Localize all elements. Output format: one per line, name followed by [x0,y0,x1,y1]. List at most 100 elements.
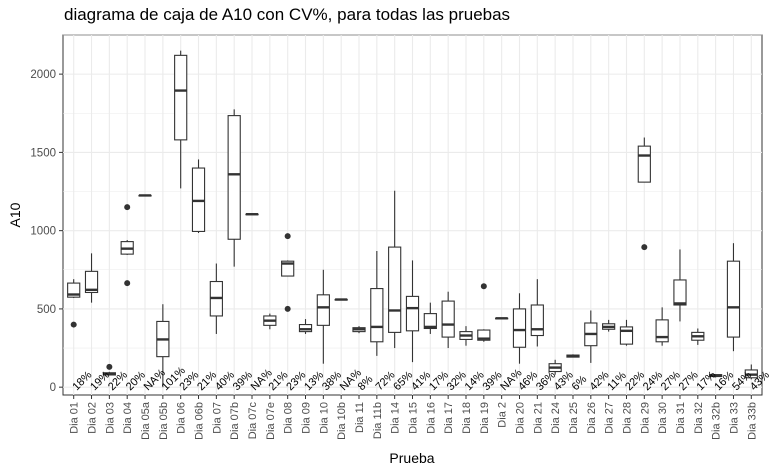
box-dia-09 [298,319,313,334]
box-iqr [619,326,634,345]
box-dia-26 [584,310,598,363]
box-iqr [441,300,455,338]
x-tick-label: Dia 17 [443,402,455,434]
x-tick-label: Dia 07b [229,402,241,440]
box-dia-02 [84,253,99,303]
x-tick-label: Dia 33 [728,402,740,434]
box-dia-31 [673,249,687,322]
box-dia-32 [691,328,705,345]
box-dia-07e [263,313,277,330]
box-iqr [637,145,651,183]
box-dia-04 [120,204,134,287]
x-tick-label: Dia 02 [87,402,99,434]
box-iqr [227,115,241,240]
box-dia-14 [388,190,402,349]
x-tick-label: Dia 10b [336,402,348,440]
box-dia-32b [709,374,723,378]
x-tick-label: Dia 03 [104,402,116,434]
box-iqr [84,270,99,294]
box-dia-29 [637,137,651,251]
axis-layer: 0 500 1000 1500 2000 Dia 01 Dia 02 Dia 03 Dia 04… [30,69,758,440]
x-tick-label: Dia 09 [301,402,313,434]
x-tick-label: Dia 24 [550,402,562,434]
box-iqr [405,295,420,332]
outlier-point [106,363,113,370]
x-tick-label: Dia 21 [532,402,544,434]
box-dia-17 [441,291,455,349]
box-dia-11b [370,251,384,356]
box-dia-05b [156,304,170,388]
box-dia-33b [744,364,758,380]
outlier-point [124,204,131,211]
x-tick-label: Dia 32 [693,402,705,434]
box-iqr [655,319,669,343]
box-dia-11 [352,326,366,334]
box-dia-21 [530,279,544,347]
x-tick-label: Dia 25 [568,402,580,434]
x-tick-label: Dia 15 [408,402,420,434]
box-dia-27 [602,319,616,332]
x-tick-label: Dia 31 [675,402,687,434]
box-dia-24 [548,359,562,375]
box-iqr [281,260,295,277]
chart-title: diagrama de caja de A10 con CV%, para to… [64,5,511,24]
x-tick-label: Dia 14 [390,402,402,434]
box-dia-25 [566,354,580,358]
box-dia-07 [209,263,223,334]
box-dia-08 [281,233,295,312]
x-tick-label: Dia 27 [604,402,616,434]
x-tick-label: Dia 16 [425,402,437,434]
y-axis-title: A10 [7,202,23,227]
box-dia-10 [316,269,330,364]
x-tick-label: Dia 08 [283,402,295,434]
outlier-point [284,305,291,312]
x-tick-label: Dia 30 [657,402,669,434]
box-dia-15 [405,260,420,363]
outlier-point [284,233,291,240]
box-layer [67,50,758,388]
y-tick-label: 2000 [30,69,56,81]
x-axis-title: Prueba [389,450,434,466]
x-tick-label: Dia 05a [140,401,152,440]
box-dia-18 [459,326,473,346]
x-tick-label: Dia 07c [247,402,259,440]
x-tick-label: Dia 11b [372,402,384,439]
outlier-point [124,280,131,287]
x-tick-label: Dia 29 [639,402,651,434]
box-dia-03 [102,363,116,376]
x-tick-label: Dia 04 [122,402,134,434]
box-dia-07b [227,109,241,267]
outlier-point [641,244,648,251]
box-dia-01 [67,279,81,328]
x-tick-label: Dia 05b [158,402,170,440]
box-iqr [174,54,188,141]
x-tick-label: Dia 19 [479,402,491,434]
outlier-point [70,321,77,328]
outlier-point [480,283,487,290]
box-iqr [423,313,437,330]
x-tick-label: Dia 2 [497,402,509,428]
x-tick-label: Dia 07 [211,402,223,434]
y-tick-label: 1000 [30,226,56,238]
x-tick-label: Dia 06 [176,402,188,434]
box-iqr [477,329,491,341]
x-tick-label: Dia 32b [711,402,723,440]
x-tick-label: Dia 07e [265,402,277,440]
box-iqr [673,279,687,306]
box-iqr [530,304,544,337]
box-iqr [726,260,741,338]
box-dia-30 [655,307,669,346]
box-dia-07c [245,213,259,216]
x-tick-label: Dia 18 [461,402,473,434]
x-tick-label: Dia 10 [318,402,330,434]
box-iqr [370,288,384,343]
box-iqr [388,246,402,333]
box-dia-06b [191,159,206,233]
box-dia-06 [174,50,188,189]
x-tick-label: Dia 06b [194,402,206,440]
x-tick-label: Dia 01 [69,402,81,434]
x-tick-label: Dia 28 [621,402,633,434]
y-tick-label: 500 [37,304,56,316]
y-tick-label: 1500 [30,147,56,159]
